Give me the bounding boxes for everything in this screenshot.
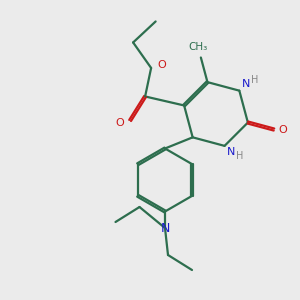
Text: N: N <box>227 148 235 158</box>
Text: N: N <box>242 79 250 89</box>
Text: O: O <box>157 60 166 70</box>
Text: CH₃: CH₃ <box>188 42 208 52</box>
Text: O: O <box>115 118 124 128</box>
Text: O: O <box>279 124 287 134</box>
Text: H: H <box>251 75 259 85</box>
Text: N: N <box>160 221 170 235</box>
Text: H: H <box>236 152 244 161</box>
